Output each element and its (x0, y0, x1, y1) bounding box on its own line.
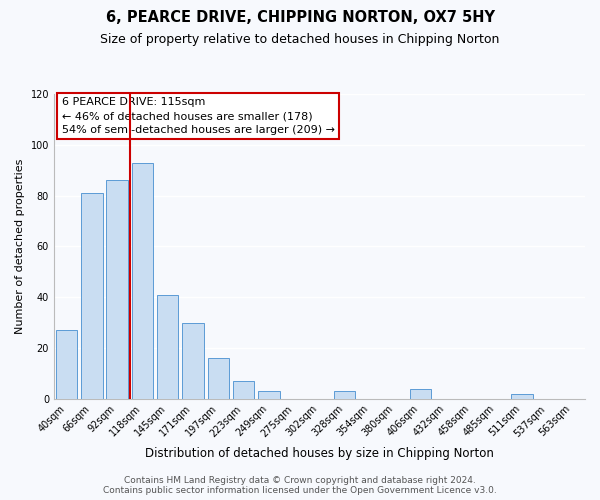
Bar (410, 388, 431, 399)
Bar (81, 193, 103, 399)
Bar (208, 358, 229, 399)
Y-axis label: Number of detached properties: Number of detached properties (15, 158, 25, 334)
Bar (334, 391, 355, 399)
Bar (56, 330, 77, 399)
X-axis label: Distribution of detached houses by size in Chipping Norton: Distribution of detached houses by size … (145, 447, 494, 460)
Bar (131, 162, 153, 399)
Text: Contains HM Land Registry data © Crown copyright and database right 2024.
Contai: Contains HM Land Registry data © Crown c… (103, 476, 497, 495)
Bar (106, 180, 128, 399)
Bar (511, 394, 533, 399)
Bar (157, 294, 178, 399)
Text: 6 PEARCE DRIVE: 115sqm
← 46% of detached houses are smaller (178)
54% of semi-de: 6 PEARCE DRIVE: 115sqm ← 46% of detached… (62, 97, 335, 135)
Text: Size of property relative to detached houses in Chipping Norton: Size of property relative to detached ho… (100, 32, 500, 46)
Bar (182, 322, 204, 399)
Text: 6, PEARCE DRIVE, CHIPPING NORTON, OX7 5HY: 6, PEARCE DRIVE, CHIPPING NORTON, OX7 5H… (106, 10, 494, 25)
Bar (233, 381, 254, 399)
Bar (258, 391, 280, 399)
